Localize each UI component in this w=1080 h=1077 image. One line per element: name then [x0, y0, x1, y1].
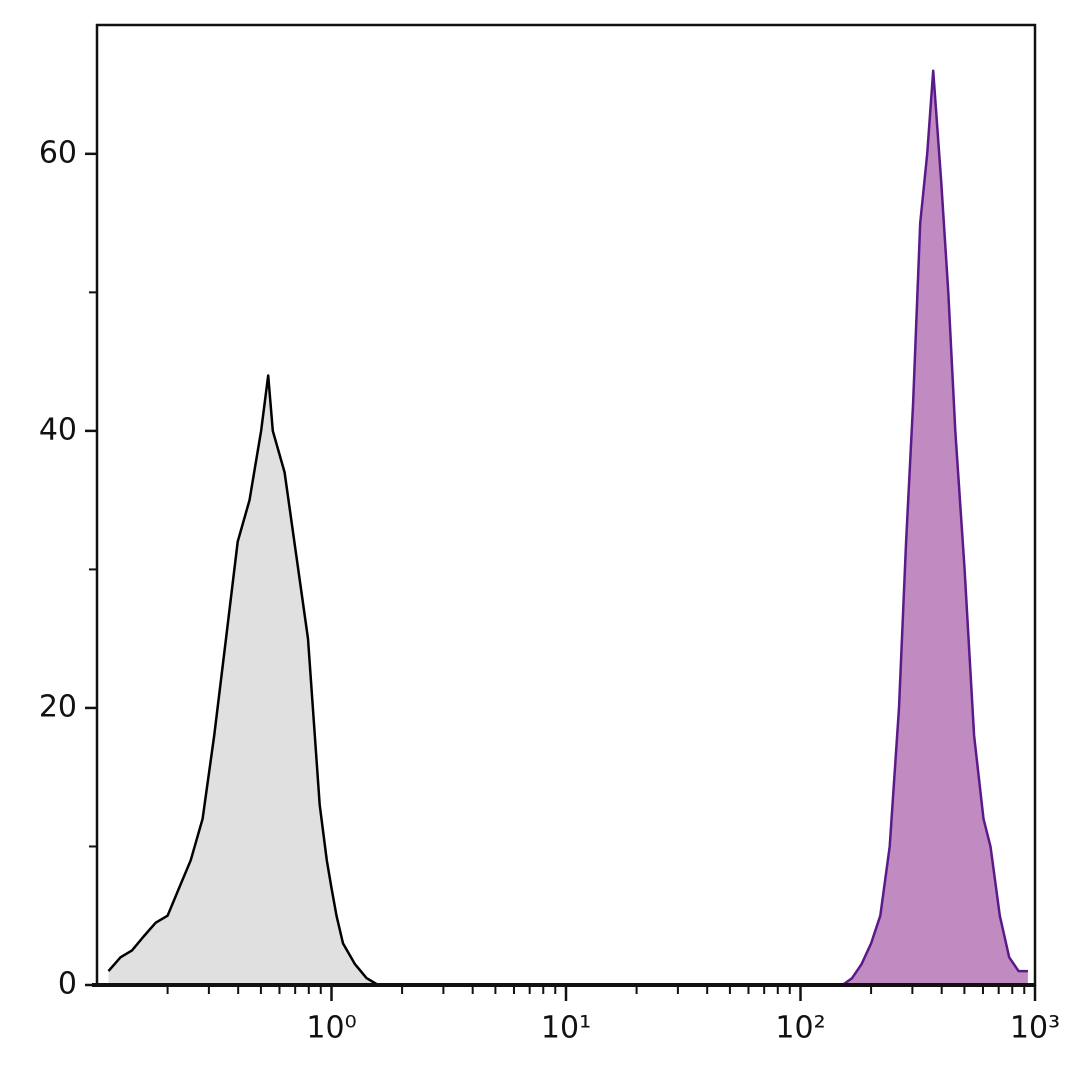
x-tick-label: 10⁰: [306, 1011, 356, 1046]
histogram-area: [108, 375, 379, 985]
y-tick-label: 40: [39, 412, 77, 447]
histogram-line: [841, 69, 1028, 987]
y-tick-label: 20: [39, 689, 77, 724]
y-tick-label: 0: [58, 967, 77, 1002]
y-tick-label: 60: [39, 135, 77, 170]
histogram-area: [842, 70, 1028, 985]
x-tick-label: 10³: [1010, 1011, 1060, 1046]
x-tick-label: 10²: [775, 1011, 825, 1046]
x-tick-label: 10¹: [541, 1011, 591, 1046]
histogram-line: [107, 374, 379, 987]
